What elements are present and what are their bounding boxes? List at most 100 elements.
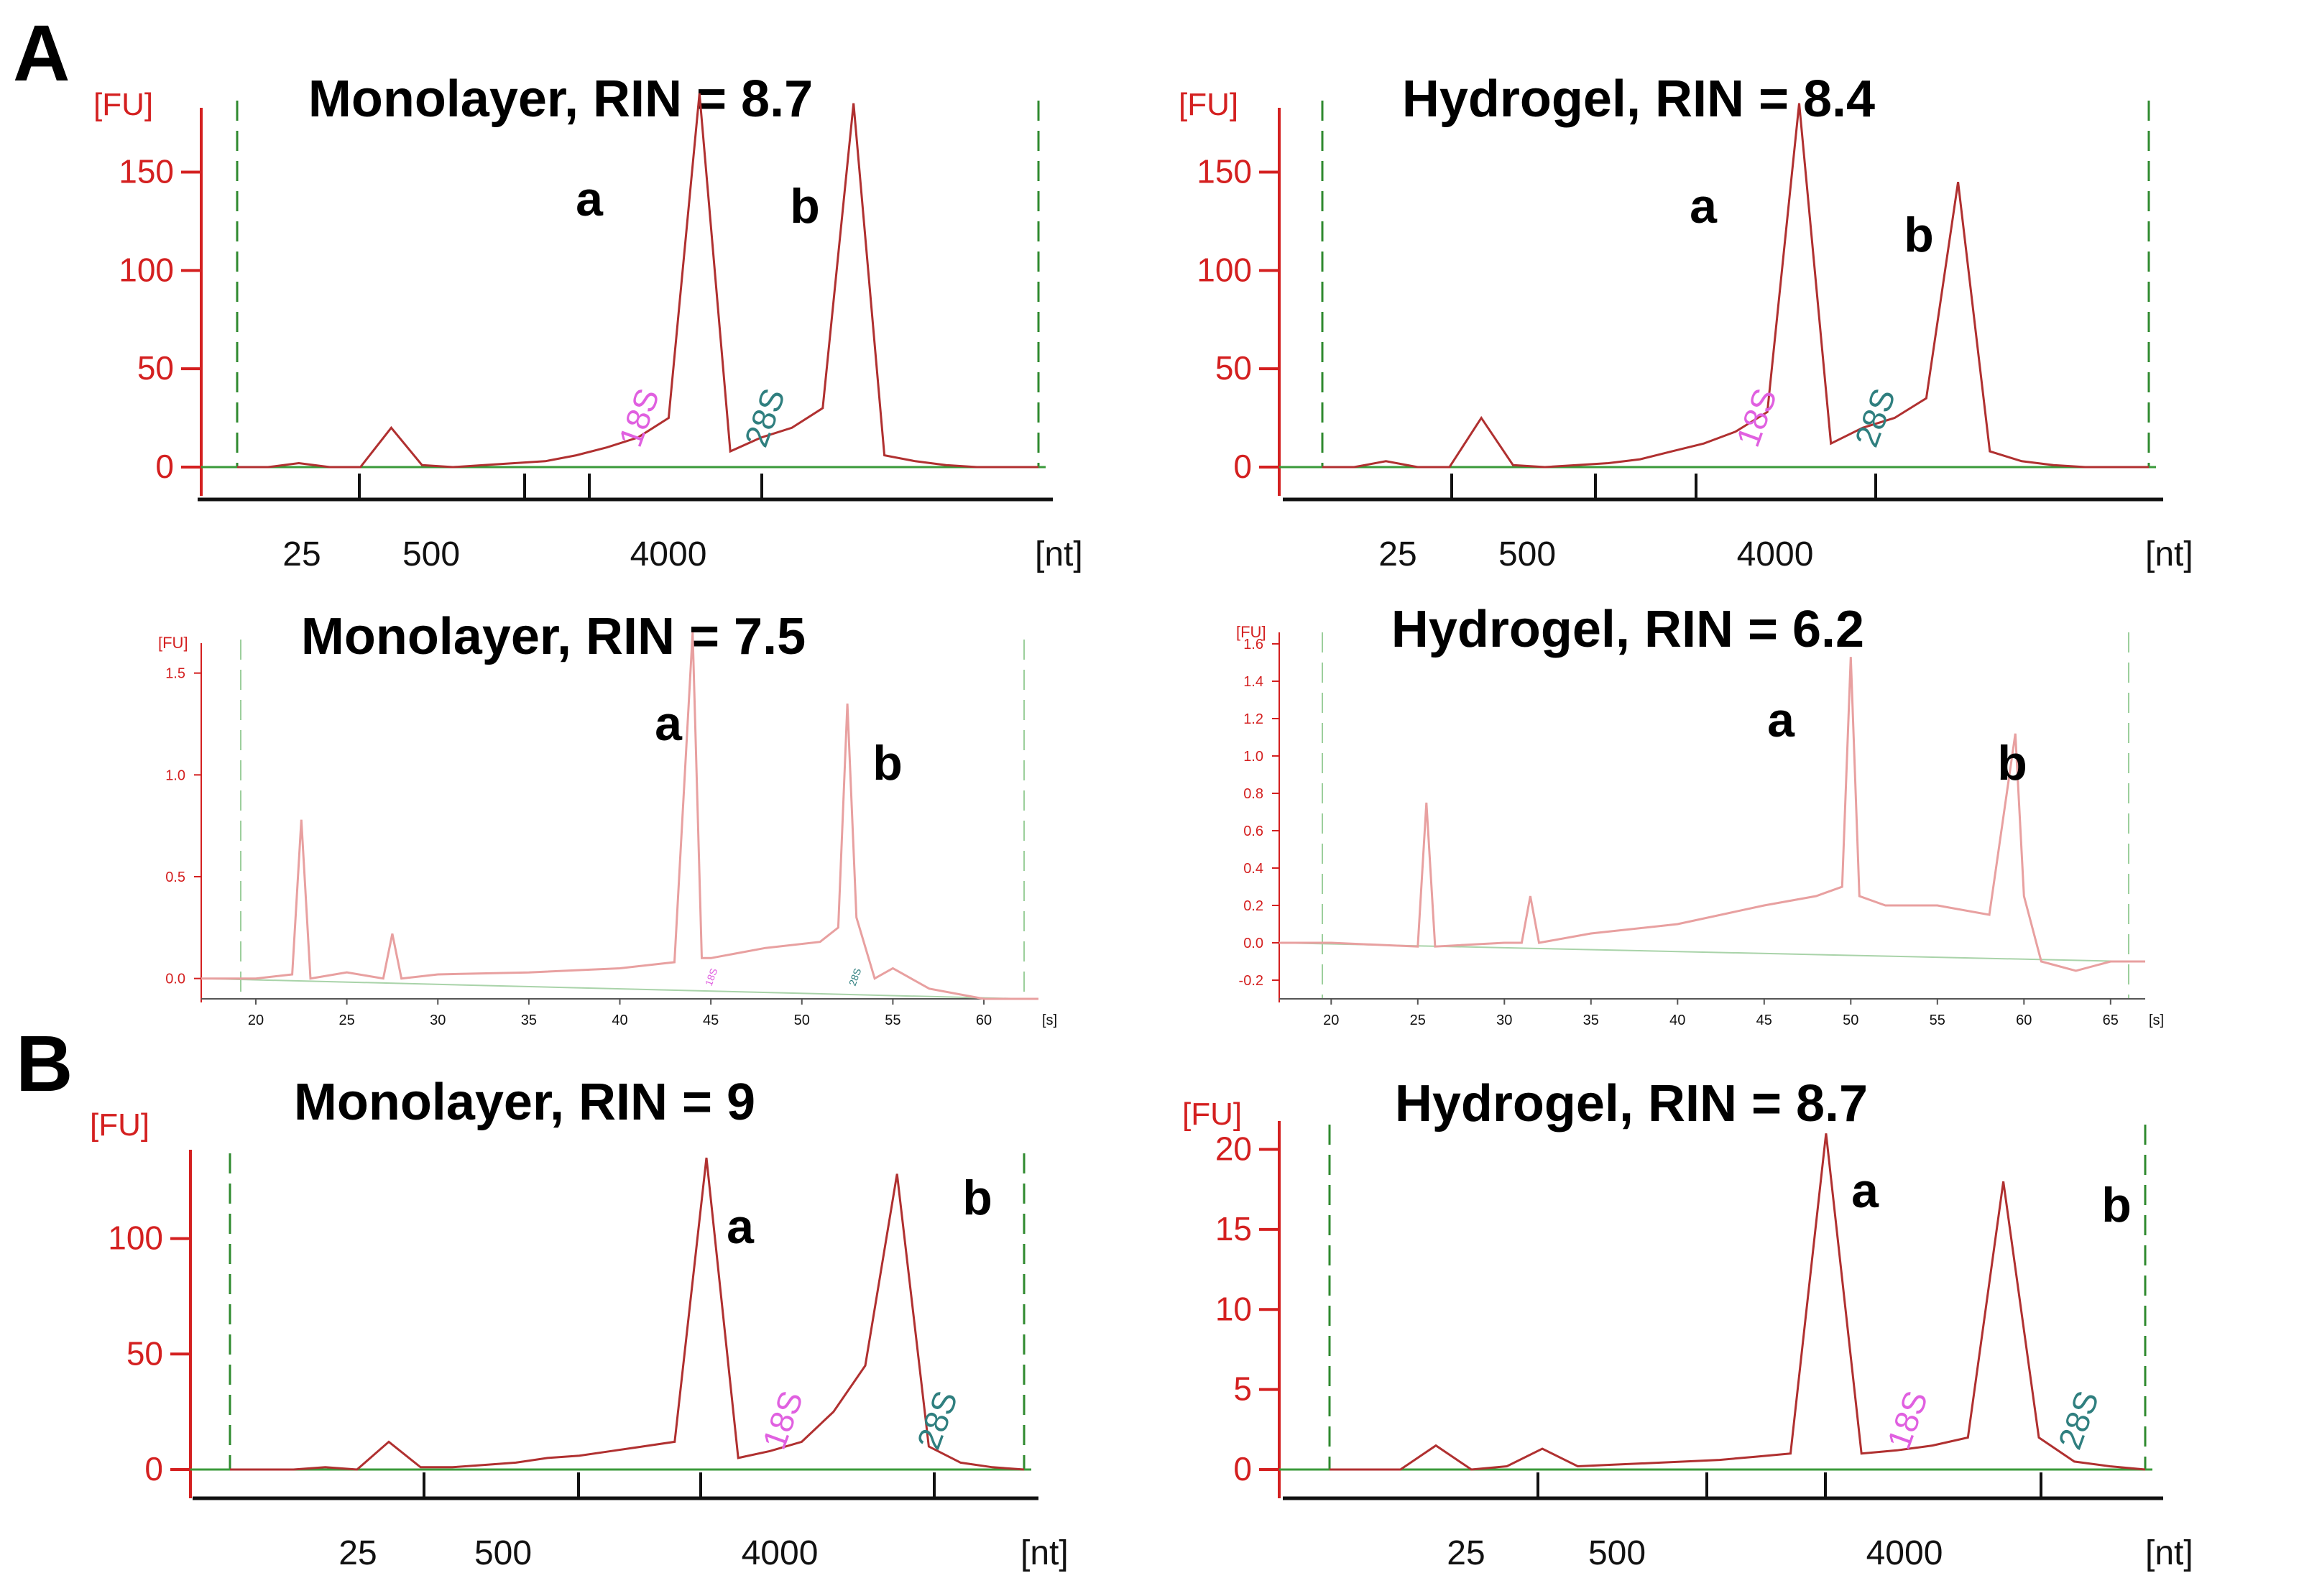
x-tick-label: 55 bbox=[1930, 1013, 1945, 1028]
x-tick-label: 25 bbox=[1378, 535, 1416, 573]
x-tick-label: 45 bbox=[1756, 1013, 1772, 1028]
x-tick-label: 50 bbox=[794, 1013, 810, 1028]
y-tick-label: 1.5 bbox=[165, 666, 185, 682]
peak-label-b: b bbox=[872, 736, 903, 790]
y-tick-label: 150 bbox=[119, 152, 174, 190]
y-tick-label: 0.5 bbox=[165, 870, 185, 885]
chart-title: Monolayer, RIN = 8.7 bbox=[308, 70, 813, 128]
y-axis-label: [FU] bbox=[1236, 623, 1266, 641]
baseline bbox=[1278, 942, 2129, 962]
y-tick-label: 1.0 bbox=[165, 767, 185, 783]
x-tick-label: 45 bbox=[703, 1013, 719, 1028]
y-tick-label: 0 bbox=[144, 1450, 163, 1487]
x-axis-unit: [s] bbox=[2149, 1013, 2164, 1028]
series-line bbox=[1330, 1133, 2146, 1471]
y-tick-label: 10 bbox=[1215, 1290, 1252, 1327]
series-line bbox=[230, 1157, 1025, 1471]
marker-label-18s: 18S bbox=[1880, 1386, 1935, 1454]
x-tick-label: 40 bbox=[1669, 1013, 1685, 1028]
y-tick-label: 150 bbox=[1197, 152, 1252, 190]
chart-panel-1: Monolayer, RIN = 8.7 [FU] 0 50 100 150 25 500 40… bbox=[93, 70, 1083, 573]
peak-label-b: b bbox=[962, 1171, 992, 1225]
x-tick-label: 500 bbox=[402, 535, 460, 573]
x-tick-label: 500 bbox=[1588, 1534, 1646, 1572]
y-tick-label: 50 bbox=[137, 349, 174, 387]
x-axis-unit: [s] bbox=[1042, 1013, 1057, 1028]
y-axis-label: [FU] bbox=[93, 87, 153, 122]
marker-label-18s: 18S bbox=[612, 384, 667, 452]
y-axis-label: [FU] bbox=[1182, 1097, 1242, 1132]
peak-label-b: b bbox=[1904, 208, 1934, 262]
y-tick-label: 50 bbox=[1215, 349, 1252, 387]
series-line bbox=[1322, 103, 2149, 469]
chart-panel-6: Hydrogel, RIN = 8.7 [FU] 0 5 10 15 20 25 500 4000… bbox=[1182, 1075, 2193, 1572]
x-tick-label: 25 bbox=[338, 1013, 354, 1028]
x-tick-label: 40 bbox=[612, 1013, 627, 1028]
marker-label-28s: 28S bbox=[737, 384, 793, 452]
marker-label-18s: 18S bbox=[755, 1386, 811, 1454]
y-tick-label: 15 bbox=[1215, 1210, 1252, 1247]
y-tick-label: 100 bbox=[108, 1219, 163, 1257]
y-tick-label: 100 bbox=[1197, 251, 1252, 288]
peak-label-a: a bbox=[1690, 179, 1718, 234]
x-tick-label: 30 bbox=[1496, 1013, 1512, 1028]
peak-label-a: a bbox=[727, 1199, 755, 1254]
chart-title: Hydrogel, RIN = 6.2 bbox=[1391, 601, 1864, 658]
baseline bbox=[201, 977, 1025, 1000]
marker-label-28s: 28S bbox=[1848, 384, 1903, 452]
x-tick-label: 60 bbox=[2016, 1013, 2032, 1028]
x-tick-label: 35 bbox=[521, 1013, 537, 1028]
y-tick-label: -0.2 bbox=[1239, 973, 1263, 989]
marker-label-28s: 28S bbox=[847, 967, 864, 987]
marker-label-28s: 28S bbox=[910, 1386, 965, 1454]
chart-panel-2: Hydrogel, RIN = 8.4 [FU] 0 50 100 150 25 500 400… bbox=[1179, 70, 2193, 573]
x-tick-label: 4000 bbox=[1737, 535, 1814, 573]
y-tick-label: 1.0 bbox=[1243, 749, 1263, 765]
series-line bbox=[1279, 657, 2145, 972]
y-tick-label: 0 bbox=[1233, 448, 1252, 485]
y-tick-label: 20 bbox=[1215, 1130, 1252, 1168]
peak-label-b: b bbox=[1997, 736, 2027, 790]
marker-label-18s: 18S bbox=[703, 967, 720, 987]
y-tick-label: 50 bbox=[126, 1334, 163, 1372]
y-tick-label: 0 bbox=[1233, 1450, 1252, 1487]
peak-label-a: a bbox=[1851, 1163, 1879, 1218]
x-tick-label: 4000 bbox=[1866, 1534, 1943, 1572]
x-axis-unit: [nt] bbox=[2145, 535, 2193, 573]
y-tick-label: 1.6 bbox=[1243, 637, 1263, 652]
peak-label-a: a bbox=[1767, 693, 1795, 747]
x-tick-label: 4000 bbox=[630, 535, 707, 573]
chart-panel-3: Monolayer, RIN = 7.5 [FU] 0.0 0.5 1.0 1.5 20 25… bbox=[158, 608, 1057, 1028]
x-tick-label: 4000 bbox=[742, 1534, 819, 1572]
y-axis-label: [FU] bbox=[158, 634, 188, 652]
x-tick-label: 500 bbox=[474, 1534, 532, 1572]
y-tick-label: 0.0 bbox=[165, 972, 185, 987]
y-tick-label: 0.2 bbox=[1243, 898, 1263, 914]
peak-label-b: b bbox=[790, 179, 820, 234]
panel-label-a: A bbox=[13, 9, 70, 98]
y-tick-label: 5 bbox=[1233, 1370, 1252, 1408]
y-axis-label: [FU] bbox=[90, 1107, 149, 1143]
peak-label-a: a bbox=[655, 696, 683, 751]
y-tick-label: 0.0 bbox=[1243, 936, 1263, 951]
x-tick-label: 50 bbox=[1843, 1013, 1858, 1028]
x-tick-label: 25 bbox=[1447, 1534, 1485, 1572]
chart-title: Monolayer, RIN = 7.5 bbox=[301, 608, 806, 665]
y-tick-label: 1.2 bbox=[1243, 711, 1263, 727]
x-axis-unit: [nt] bbox=[2145, 1534, 2193, 1572]
y-tick-label: 1.4 bbox=[1243, 674, 1263, 690]
x-tick-label: 60 bbox=[976, 1013, 992, 1028]
y-tick-label: 100 bbox=[119, 251, 174, 288]
panel-label-b: B bbox=[16, 1020, 73, 1108]
x-tick-label: 20 bbox=[248, 1013, 264, 1028]
y-tick-label: 0.6 bbox=[1243, 824, 1263, 839]
y-tick-label: 0.8 bbox=[1243, 786, 1263, 802]
y-axis-label: [FU] bbox=[1179, 87, 1238, 122]
chart-title: Hydrogel, RIN = 8.4 bbox=[1402, 70, 1875, 128]
x-tick-label: 25 bbox=[282, 535, 321, 573]
x-tick-label: 30 bbox=[430, 1013, 446, 1028]
y-tick-label: 0.4 bbox=[1243, 861, 1263, 877]
chart-title: Hydrogel, RIN = 8.7 bbox=[1395, 1075, 1868, 1133]
